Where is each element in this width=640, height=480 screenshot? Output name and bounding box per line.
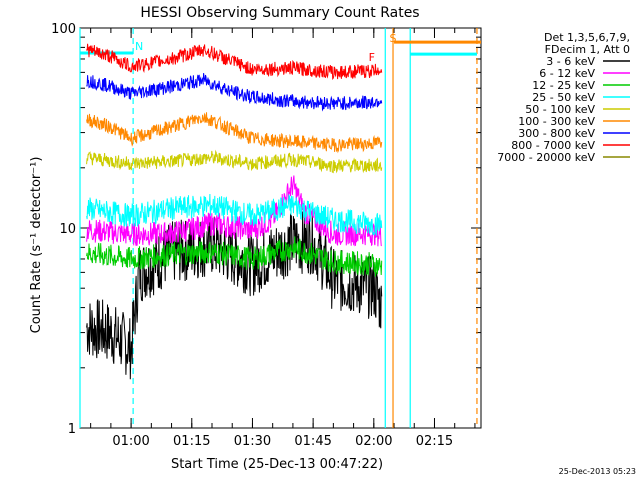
x-axis-label: Start Time (25-Dec-13 00:47:22) bbox=[171, 457, 383, 472]
legend-label: 6 - 12 keV bbox=[539, 67, 595, 80]
legend-label: 300 - 800 keV bbox=[518, 127, 595, 140]
series-line-3 bbox=[86, 193, 383, 236]
legend-header-line2: FDecim 1, Att 0 bbox=[545, 43, 630, 56]
footer-timestamp: 25-Dec-2013 05:23 bbox=[559, 467, 636, 476]
annotation-s: S bbox=[390, 32, 397, 45]
legend-label: 3 - 6 keV bbox=[546, 55, 595, 68]
series-line-5 bbox=[86, 112, 383, 154]
series-line-1 bbox=[86, 175, 382, 247]
legend-label: 100 - 300 keV bbox=[518, 115, 595, 128]
y-tick-label: 1 bbox=[68, 422, 76, 437]
x-tick-label: 01:45 bbox=[294, 434, 331, 449]
legend: Det 1,3,5,6,7,9, FDecim 1, Att 0 3 - 6 k… bbox=[497, 31, 630, 164]
legend-label: 25 - 50 keV bbox=[532, 91, 595, 104]
series-line-0 bbox=[86, 210, 383, 380]
y-axis-label: Count Rate (s⁻¹ detector⁻¹) bbox=[29, 157, 44, 334]
series-line-7 bbox=[86, 43, 383, 80]
series-line-6 bbox=[86, 73, 383, 112]
x-tick-label: 02:00 bbox=[355, 434, 392, 449]
x-tick-label: 01:00 bbox=[112, 434, 149, 449]
chart-title: HESSI Observing Summary Count Rates bbox=[140, 5, 419, 21]
plot-area: 1 10 100 01:00 01:15 01:30 01:45 02:00 02:15 N S F bbox=[51, 22, 482, 449]
series-line-2 bbox=[86, 236, 383, 277]
x-tick-label: 01:30 bbox=[234, 434, 271, 449]
y-tick-label: 10 bbox=[59, 222, 76, 237]
x-tick-label: 02:15 bbox=[416, 434, 453, 449]
annotation-n: N bbox=[135, 40, 143, 53]
annotation-f: F bbox=[369, 51, 375, 64]
legend-header-line1: Det 1,3,5,6,7,9, bbox=[544, 31, 630, 44]
y-tick-label: 100 bbox=[51, 22, 76, 37]
legend-label: 50 - 100 keV bbox=[525, 103, 595, 116]
legend-label: 800 - 7000 keV bbox=[511, 139, 595, 152]
legend-label: 7000 - 20000 keV bbox=[497, 151, 595, 164]
series-line-4 bbox=[86, 149, 383, 174]
legend-label: 12 - 25 keV bbox=[532, 79, 595, 92]
x-tick-label: 01:15 bbox=[173, 434, 210, 449]
plot-frame bbox=[79, 27, 482, 429]
